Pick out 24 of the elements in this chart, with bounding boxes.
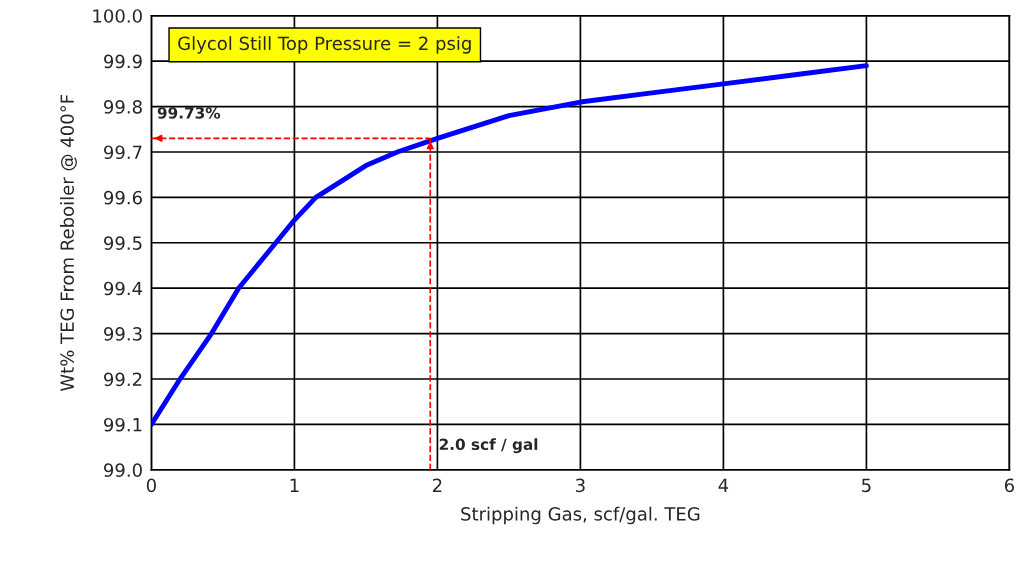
line-series (151, 63, 869, 427)
x-tick-label: 2 (432, 478, 442, 492)
y-tick-label: 99.2 (104, 372, 142, 387)
annotation: Glycol Still Top Pressure = 2 psig (178, 36, 471, 54)
y-tick-label: 99.4 (104, 281, 143, 296)
ref-line-label: 99.73% (157, 107, 221, 119)
ref-line-label: 2.0 scf / gal (439, 438, 538, 454)
y-tick-label: 99.5 (104, 236, 142, 250)
y-tick-label: 99.0 (104, 463, 142, 477)
y-tick-label: 100.0 (93, 9, 142, 23)
y-tick-label: 99.9 (104, 54, 142, 69)
x-tick-label: 5 (862, 478, 871, 493)
x-axis-title: Stripping Gas, scf/gal. TEG (461, 506, 700, 525)
x-tick-label: 3 (576, 478, 585, 493)
x-tick-label: 0 (146, 478, 156, 493)
y-tick-label: 99.3 (104, 327, 142, 341)
y-tick-label: 99.8 (104, 100, 142, 114)
y-tick-label: 99.1 (104, 417, 142, 432)
y-axis-title: Wt% TEG From Reboiler @ 400°F (60, 94, 77, 392)
x-tick-label: 1 (290, 478, 299, 492)
y-tick-label: 99.7 (104, 145, 142, 160)
x-tick-label: 6 (1004, 478, 1015, 493)
y-tick-label: 99.6 (104, 190, 142, 205)
x-tick-label: 4 (718, 478, 729, 492)
